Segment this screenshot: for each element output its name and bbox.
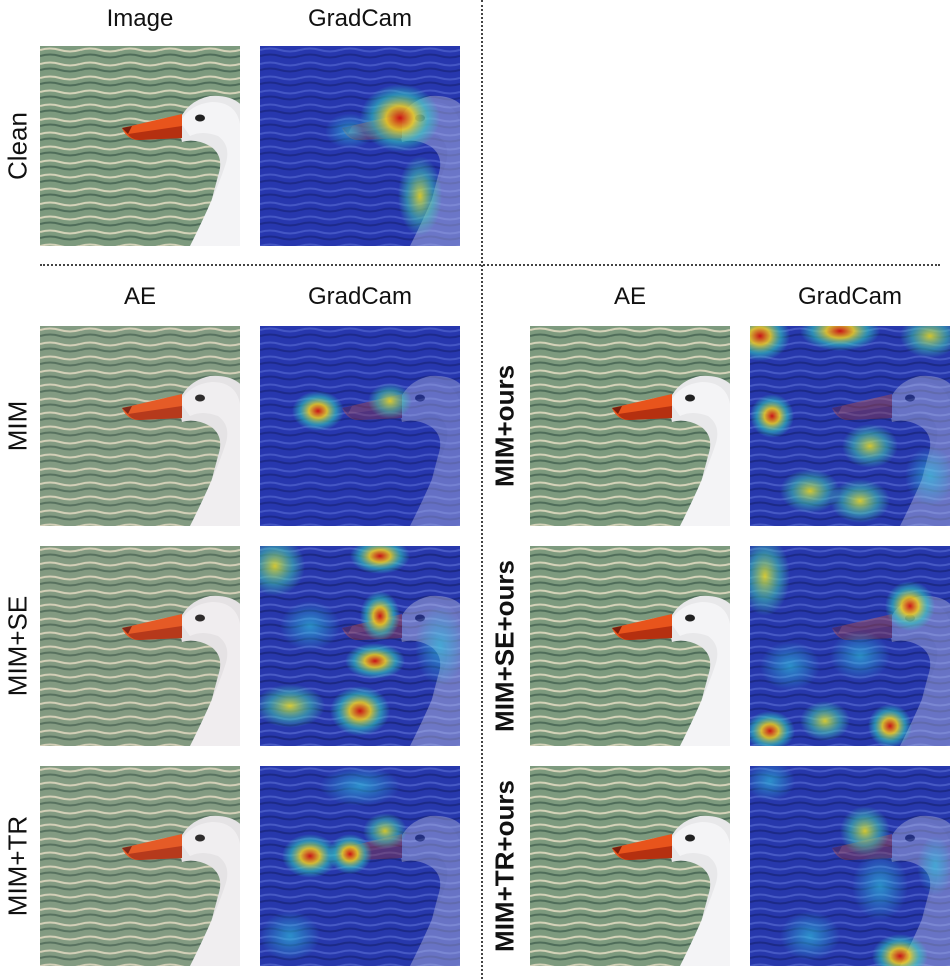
mim-ae-image bbox=[40, 326, 240, 526]
column-label-gradcam-left: GradCam bbox=[307, 283, 413, 310]
vertical-divider bbox=[481, 0, 483, 979]
row-label-mim-se-ours: MIM+SE+ours bbox=[489, 560, 520, 732]
row-label-mim-tr-ours: MIM+TR+ours bbox=[489, 780, 520, 952]
column-label-ae-right: AE bbox=[613, 283, 646, 310]
mim-gradcam bbox=[260, 326, 460, 526]
column-label-gradcam-right: GradCam bbox=[797, 283, 903, 310]
horizontal-divider bbox=[40, 264, 940, 266]
mim-se-ae-image bbox=[40, 546, 240, 746]
mim-tr-gradcam bbox=[260, 766, 460, 966]
clean-gradcam bbox=[260, 46, 460, 246]
clean-image bbox=[40, 46, 240, 246]
mim-se-ours-ae-image bbox=[530, 546, 730, 746]
row-label-mim: MIM bbox=[2, 400, 33, 452]
row-label-mim-se: MIM+SE bbox=[2, 595, 33, 697]
mim-tr-ours-ae-image bbox=[530, 766, 730, 966]
mim-tr-ours-gradcam bbox=[750, 766, 950, 966]
mim-tr-ae-image bbox=[40, 766, 240, 966]
mim-ours-ae-image bbox=[530, 326, 730, 526]
column-label-image: Image bbox=[106, 5, 174, 32]
mim-se-gradcam bbox=[260, 546, 460, 746]
row-label-mim-ours: MIM+ours bbox=[489, 364, 520, 488]
column-label-ae-left: AE bbox=[123, 283, 156, 310]
row-label-mim-tr: MIM+TR bbox=[2, 815, 33, 917]
mim-se-ours-gradcam bbox=[750, 546, 950, 746]
mim-ours-gradcam bbox=[750, 326, 950, 526]
column-label-gradcam: GradCam bbox=[307, 5, 413, 32]
row-label-clean: Clean bbox=[2, 112, 33, 180]
